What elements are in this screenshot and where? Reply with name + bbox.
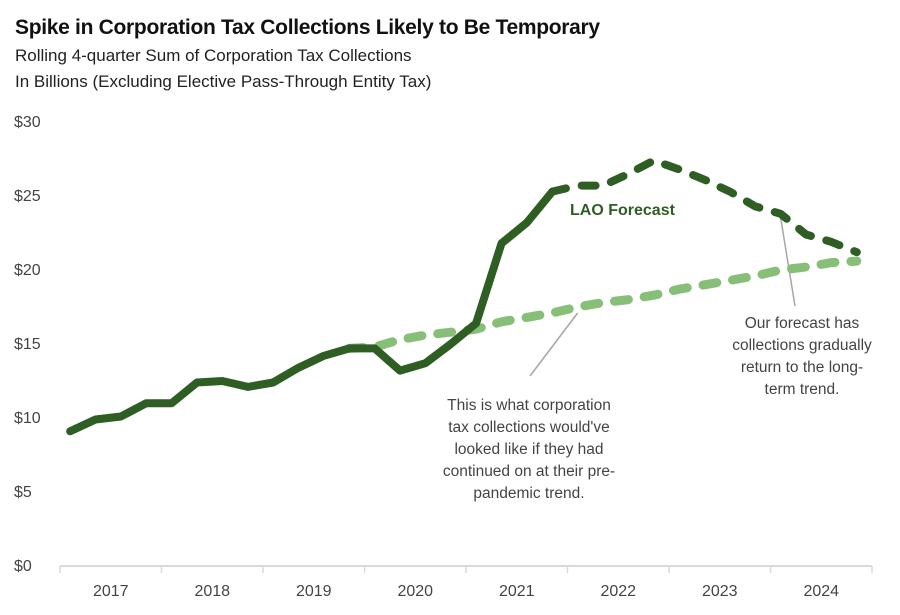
y-tick-label: $15	[14, 336, 41, 353]
chart-subtitle-line1: Rolling 4-quarter Sum of Corporation Tax…	[15, 46, 412, 65]
trend-note: This is what corporation tax collections …	[443, 397, 615, 502]
series-layer	[66, 156, 862, 436]
trend-note-line: tax collections would've	[448, 419, 610, 436]
y-tick-label: $5	[14, 484, 32, 501]
forecast-note-leader	[779, 217, 796, 307]
forecast-note-line: term trend.	[765, 381, 840, 398]
forecast-note-line: Our forecast has	[745, 315, 860, 332]
y-tick-label: $25	[14, 188, 41, 205]
series-line-actual	[66, 187, 557, 436]
y-axis: $0 $5 $10 $15 $20 $25 $30	[14, 114, 41, 575]
annotation-leaders	[529, 217, 796, 377]
forecast-note-line: return to the long-	[741, 359, 863, 376]
chart-subtitle-line2: In Billions (Excluding Elective Pass-Thr…	[15, 72, 432, 91]
x-tick-label: 2020	[397, 583, 433, 600]
annotations: LAO Forecast This is what corporation tax …	[443, 202, 872, 502]
series-line-pre-pandemic-trend	[344, 256, 862, 353]
trend-note-line: pandemic trend.	[473, 485, 584, 502]
x-tick-label: 2018	[194, 583, 230, 600]
x-axis: 2017 2018 2019 2020 2021 2022 2023 2024	[59, 565, 873, 600]
trend-note-line: looked like if they had	[454, 441, 603, 458]
lao-forecast-label: LAO Forecast	[570, 202, 676, 219]
trend-note-line: This is what corporation	[447, 397, 611, 414]
x-tick-label: 2019	[296, 583, 332, 600]
x-tick-label: 2022	[600, 583, 636, 600]
x-tick-label: 2017	[93, 583, 129, 600]
trend-note-line: continued on at their pre-	[443, 463, 615, 480]
series-line-lao-forecast	[548, 156, 861, 257]
trend-note-leader	[529, 312, 579, 377]
x-tick-label: 2024	[803, 583, 839, 600]
y-tick-label: $10	[14, 410, 41, 427]
chart-title: Spike in Corporation Tax Collections Lik…	[15, 16, 600, 39]
forecast-note-line: collections gradually	[732, 337, 872, 354]
x-tick-label: 2021	[499, 583, 535, 600]
y-tick-label: $30	[14, 114, 41, 131]
y-tick-label: $0	[14, 558, 32, 575]
y-tick-label: $20	[14, 262, 41, 279]
x-tick-label: 2023	[702, 583, 738, 600]
forecast-note: Our forecast has collections gradually ret…	[732, 315, 872, 398]
